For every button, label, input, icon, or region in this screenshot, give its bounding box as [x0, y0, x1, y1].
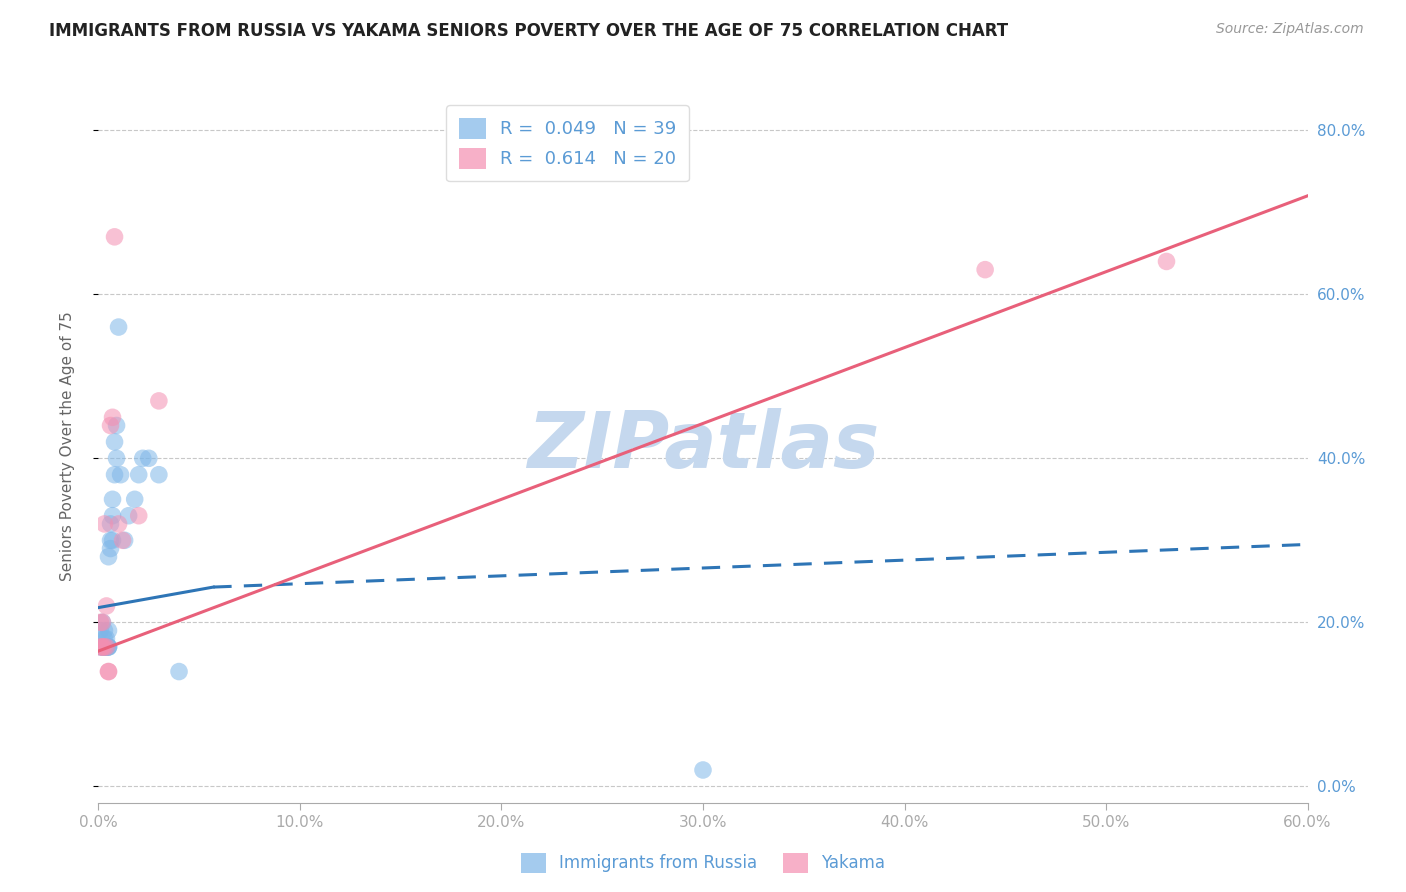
Point: [97, 549, 120, 564]
Y-axis label: Seniors Poverty Over the Age of 75: Seniors Poverty Over the Age of 75: [60, 311, 75, 581]
Point: [105, 418, 128, 433]
Point: [97, 624, 120, 638]
Point: [100, 541, 122, 556]
Point: [89, 640, 111, 654]
Point: [101, 410, 124, 425]
Point: [96, 640, 118, 654]
Point: [105, 451, 128, 466]
Text: ZIPatlas: ZIPatlas: [527, 408, 879, 484]
Legend: R =  0.049   N = 39, R =  0.614   N = 20: R = 0.049 N = 39, R = 0.614 N = 20: [446, 105, 689, 181]
Point: [124, 492, 146, 507]
Point: [100, 533, 122, 548]
Point: [107, 320, 129, 334]
Point: [96, 632, 118, 646]
Point: [128, 467, 150, 482]
Point: [692, 763, 714, 777]
Text: IMMIGRANTS FROM RUSSIA VS YAKAMA SENIORS POVERTY OVER THE AGE OF 75 CORRELATION : IMMIGRANTS FROM RUSSIA VS YAKAMA SENIORS…: [49, 22, 1008, 40]
Point: [89, 640, 111, 654]
Point: [97, 640, 120, 654]
Point: [96, 640, 118, 654]
Point: [132, 451, 155, 466]
Point: [101, 533, 124, 548]
Point: [107, 516, 129, 531]
Point: [96, 640, 118, 654]
Point: [97, 665, 120, 679]
Point: [101, 492, 124, 507]
Point: [91, 640, 114, 654]
Point: [96, 640, 118, 654]
Point: [93, 624, 115, 638]
Point: [1156, 254, 1178, 268]
Point: [93, 516, 115, 531]
Point: [89, 615, 111, 630]
Point: [167, 665, 190, 679]
Point: [103, 434, 125, 449]
Point: [118, 508, 141, 523]
Point: [103, 467, 125, 482]
Point: [138, 451, 160, 466]
Point: [91, 615, 114, 630]
Legend: Immigrants from Russia, Yakama: Immigrants from Russia, Yakama: [515, 847, 891, 880]
Point: [97, 640, 120, 654]
Point: [148, 393, 170, 408]
Text: Source: ZipAtlas.com: Source: ZipAtlas.com: [1216, 22, 1364, 37]
Point: [100, 516, 122, 531]
Point: [89, 624, 111, 638]
Point: [111, 533, 134, 548]
Point: [114, 533, 136, 548]
Point: [93, 640, 115, 654]
Point: [93, 632, 115, 646]
Point: [93, 640, 115, 654]
Point: [103, 230, 125, 244]
Point: [96, 599, 118, 613]
Point: [91, 640, 114, 654]
Point: [91, 615, 114, 630]
Point: [110, 467, 132, 482]
Point: [97, 665, 120, 679]
Point: [91, 640, 114, 654]
Point: [93, 640, 115, 654]
Point: [97, 640, 120, 654]
Point: [91, 640, 114, 654]
Point: [101, 508, 124, 523]
Point: [148, 467, 170, 482]
Point: [100, 418, 122, 433]
Point: [128, 508, 150, 523]
Point: [974, 262, 997, 277]
